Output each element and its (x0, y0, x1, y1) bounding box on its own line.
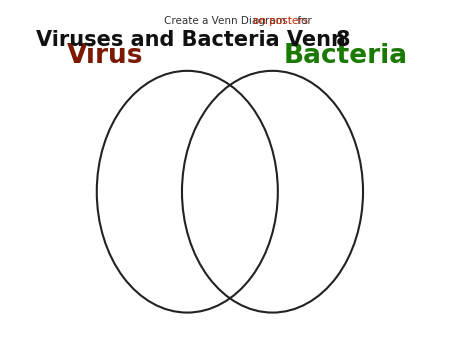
Text: for: for (294, 16, 312, 26)
Text: 8: 8 (336, 30, 351, 50)
Text: Create a Venn Diagram: Create a Venn Diagram (164, 16, 289, 26)
Text: on posters: on posters (253, 16, 309, 26)
Text: Virus: Virus (67, 43, 143, 69)
Text: Viruses and Bacteria Venn: Viruses and Bacteria Venn (36, 30, 346, 50)
Text: Bacteria: Bacteria (283, 43, 407, 69)
